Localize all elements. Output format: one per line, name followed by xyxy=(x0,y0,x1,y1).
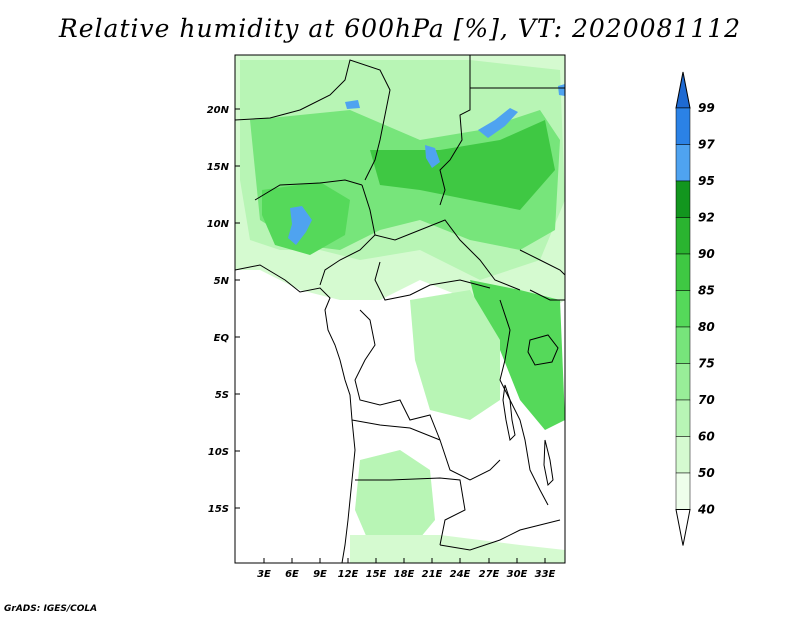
border-nigeria-cameroon xyxy=(319,184,376,286)
border-angola xyxy=(351,419,466,546)
colorbar-segment xyxy=(675,436,691,474)
lon-label-24e: 24E xyxy=(450,569,471,580)
colorbar-label: 92 xyxy=(698,211,715,225)
lon-label-9e: 9E xyxy=(313,569,327,580)
rh-high-patch-east-edge xyxy=(558,84,565,96)
rh-band-central-basin xyxy=(410,290,500,420)
lon-label-30e: 30E xyxy=(507,569,528,580)
colorbar-segment xyxy=(675,399,691,437)
lat-label-10n: 10N xyxy=(207,219,230,230)
lon-label-6e: 6E xyxy=(285,569,299,580)
lat-label-5s: 5S xyxy=(215,390,229,401)
colorbar-label: 95 xyxy=(698,174,715,188)
border-libya-chad xyxy=(439,55,471,206)
rh-high-patch-sudan xyxy=(478,108,518,138)
colorbar-label: 90 xyxy=(698,247,715,261)
country-borders xyxy=(234,55,566,564)
colorbar-segment xyxy=(675,472,691,510)
humidity-fill-layer xyxy=(235,55,565,563)
colorbar-label: 99 xyxy=(698,101,715,115)
colorbar-segment xyxy=(675,253,691,291)
colorbar-segment xyxy=(675,326,691,364)
latitude-axis: 20N 15N 10N 5N EQ 5S 10S 15S xyxy=(207,105,240,515)
colorbar-label: 40 xyxy=(697,503,715,517)
colorbar-label: 60 xyxy=(698,430,715,444)
lon-label-21e: 21E xyxy=(422,569,443,580)
lat-label-10s: 10S xyxy=(208,447,229,458)
lon-label-27e: 27E xyxy=(479,569,500,580)
colorbar-label: 70 xyxy=(698,393,715,407)
rh-high-patch-nigeria xyxy=(288,206,312,245)
coastline-west-africa xyxy=(234,264,356,564)
colorbar: 99 97 95 92 90 85 80 75 70 60 50 40 xyxy=(675,71,715,546)
colorbar-label: 75 xyxy=(698,357,715,371)
lat-label-15s: 15S xyxy=(208,504,229,515)
map-frame xyxy=(234,54,566,564)
border-great-lakes xyxy=(499,299,549,506)
lat-label-15n: 15N xyxy=(207,162,230,173)
border-sahel-line xyxy=(234,59,391,181)
colorbar-segment xyxy=(675,363,691,401)
colorbar-segment xyxy=(675,290,691,328)
colorbar-segment xyxy=(675,180,691,218)
rh-band-darker-core xyxy=(370,120,555,210)
colorbar-label: 80 xyxy=(698,320,715,334)
colorbar-segment xyxy=(675,144,691,182)
border-east xyxy=(519,249,566,301)
lake-victoria xyxy=(527,334,559,366)
colorbar-label: 97 xyxy=(698,138,715,152)
rh-high-patch-north xyxy=(345,100,360,109)
rh-band-south-patch xyxy=(355,450,435,550)
colorbar-segment xyxy=(675,107,691,145)
lon-label-3e: 3E xyxy=(257,569,271,580)
lon-label-12e: 12E xyxy=(338,569,359,580)
lat-label-eq: EQ xyxy=(214,333,230,344)
colorbar-top-arrow xyxy=(675,71,691,109)
lat-label-5n: 5N xyxy=(214,276,230,287)
longitude-axis: 3E 6E 9E 12E 15E 18E 21E 24E 27E 30E 33E xyxy=(257,558,556,580)
colorbar-label: 85 xyxy=(698,284,715,298)
border-drc-west xyxy=(354,309,501,481)
rh-high-patch-chad xyxy=(425,145,440,168)
lon-label-15e: 15E xyxy=(366,569,387,580)
lon-label-18e: 18E xyxy=(394,569,415,580)
lake-malawi xyxy=(543,439,554,487)
border-cameroon-car xyxy=(374,219,521,291)
colorbar-segment xyxy=(675,217,691,255)
border-car-congo xyxy=(374,261,491,301)
rh-band-east-africa xyxy=(470,280,565,430)
colorbar-label: 50 xyxy=(698,466,715,480)
chart-title: Relative humidity at 600hPa [%], VT: 202… xyxy=(58,14,742,43)
lat-label-20n: 20N xyxy=(207,105,230,116)
colorbar-bottom-arrow xyxy=(675,509,691,546)
lake-tanganyika xyxy=(502,384,516,442)
border-niger-nigeria xyxy=(254,179,363,201)
credit-text: GrADS: IGES/COLA xyxy=(4,604,98,614)
border-south-zambia xyxy=(439,519,561,551)
lon-label-33e: 33E xyxy=(535,569,556,580)
rh-band-south-edge xyxy=(350,535,565,563)
